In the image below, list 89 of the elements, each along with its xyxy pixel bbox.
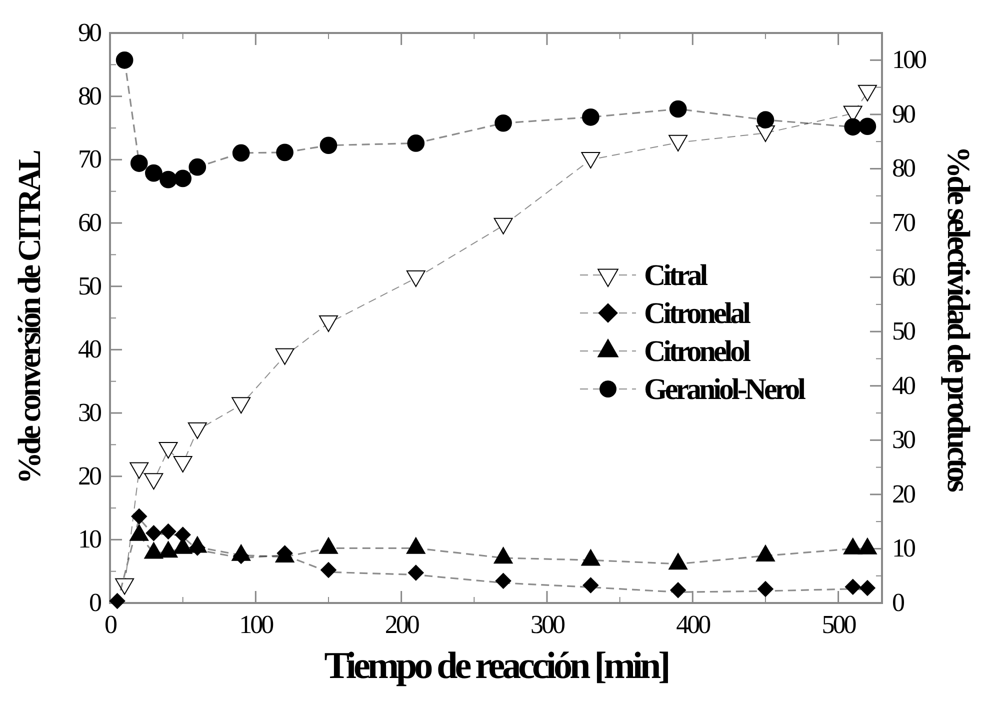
y2-tick-label: 80: [892, 154, 916, 183]
point: [320, 562, 336, 578]
point: [232, 544, 251, 561]
y2-tick-label: 100: [892, 45, 927, 74]
point: [173, 456, 192, 473]
point: [669, 100, 687, 118]
x-tick-label: 100: [239, 610, 274, 639]
point: [144, 473, 164, 490]
y-tick-label: 30: [78, 398, 102, 427]
y2-tick-label: 10: [892, 534, 916, 563]
point: [406, 537, 426, 554]
point: [188, 158, 206, 176]
point: [668, 553, 688, 570]
point: [146, 525, 162, 542]
point: [581, 152, 600, 169]
point: [109, 593, 126, 609]
x-tick-label: 200: [384, 610, 420, 639]
point: [494, 114, 512, 132]
point: [188, 422, 207, 439]
point: [276, 144, 294, 162]
point: [232, 144, 250, 162]
point: [130, 524, 149, 541]
point: [320, 136, 338, 154]
point: [160, 170, 177, 188]
point: [668, 134, 688, 152]
point: [843, 538, 862, 554]
y-tick-label: 40: [78, 334, 102, 364]
point: [758, 581, 774, 597]
y2-tick-label: 90: [892, 99, 916, 128]
point: [130, 462, 149, 479]
y2-tick-label: 50: [892, 316, 916, 346]
y-tick-label: 10: [78, 524, 102, 554]
point: [495, 573, 512, 589]
y-tick-label: 80: [78, 81, 102, 110]
point: [160, 524, 176, 540]
y2-axis-title: %de selectividad de productos: [941, 146, 977, 492]
legend-label: Citronelal: [644, 297, 751, 330]
point: [319, 315, 338, 332]
point: [130, 154, 148, 172]
point: [844, 578, 861, 595]
y-tick-label: 70: [78, 144, 102, 174]
y-tick-label: 20: [78, 461, 102, 490]
point: [131, 508, 148, 524]
x-tick-label: 500: [822, 610, 857, 639]
y2-tick-label: 30: [892, 425, 916, 454]
point: [858, 84, 877, 102]
y2-tick-label: 20: [892, 479, 916, 508]
point: [670, 582, 686, 598]
y-tick-label: 50: [78, 271, 102, 300]
y-tick-label: 60: [78, 208, 102, 237]
point: [407, 134, 425, 152]
point: [582, 108, 600, 126]
x-axis-title: Tiempo de reacción [min]: [324, 645, 668, 687]
point: [406, 270, 426, 287]
point: [232, 397, 251, 414]
point: [115, 578, 134, 595]
y2-tick-label: 60: [892, 262, 916, 292]
y-axis-title: %de conversión de CITRAL: [11, 150, 47, 484]
y2-tick-label: 0: [892, 588, 905, 617]
point: [756, 111, 774, 129]
point: [144, 542, 164, 559]
point: [188, 536, 207, 553]
x-tick-label: 300: [530, 610, 566, 639]
y-tick-label: 0: [89, 588, 102, 617]
point: [756, 544, 775, 562]
point: [858, 538, 877, 554]
point: [858, 118, 876, 136]
y-tick-label: 90: [78, 18, 102, 47]
point: [581, 549, 600, 566]
point: [116, 51, 134, 69]
legend-label: Geraniol-Nerol: [644, 373, 806, 406]
point: [860, 580, 876, 596]
point: [158, 541, 178, 558]
legend-label: Citronelol: [644, 335, 751, 368]
point: [844, 118, 862, 136]
point: [494, 547, 513, 564]
legend-label: Citral: [644, 259, 708, 292]
point: [494, 218, 513, 234]
point: [174, 170, 192, 188]
y2-tick-label: 70: [892, 208, 916, 237]
point: [582, 577, 599, 594]
point: [319, 537, 338, 554]
y2-tick-label: 40: [892, 370, 916, 400]
point: [174, 526, 191, 543]
point: [408, 564, 424, 581]
point: [145, 164, 162, 182]
x-tick-label: 400: [676, 610, 712, 639]
point: [158, 442, 178, 459]
point: [275, 348, 294, 365]
